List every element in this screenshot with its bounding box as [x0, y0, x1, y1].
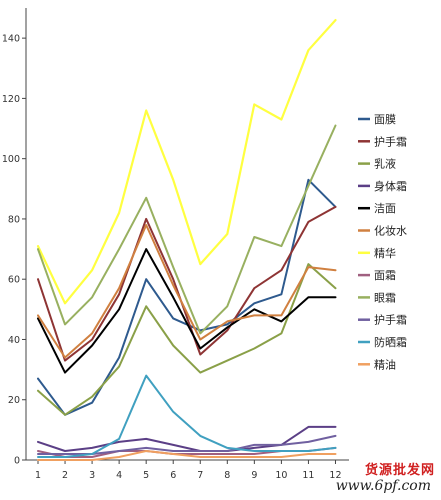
legend-label: 护手霜 — [374, 134, 407, 148]
x-tick-label: 11 — [302, 470, 314, 481]
y-tick-label: 60 — [8, 275, 20, 286]
series-line-2 — [37, 205, 337, 362]
watermark-url: www.6pf.com — [335, 478, 431, 494]
y-tick-label: 140 — [2, 34, 20, 45]
series-line-11 — [37, 374, 337, 458]
legend-label: 洁面 — [374, 202, 396, 215]
legend-label: 护手霜 — [374, 313, 407, 327]
y-tick-label: 40 — [8, 335, 20, 346]
watermark: 货源批发网 www.6pf.com — [335, 463, 439, 498]
x-tick-label: 7 — [197, 470, 203, 481]
series-line-4 — [37, 425, 337, 452]
chart-series — [36, 19, 337, 461]
y-tick-label: 20 — [8, 395, 20, 406]
legend-label: 化妆水 — [374, 224, 407, 238]
y-tick-label: 0 — [14, 456, 20, 467]
legend-label: 身体霜 — [374, 179, 407, 193]
x-tick-label: 8 — [224, 470, 230, 481]
legend-label: 眼霜 — [374, 291, 396, 304]
x-tick-label: 3 — [89, 470, 95, 481]
x-tick-label: 6 — [170, 470, 176, 481]
legend-label: 面霜 — [374, 269, 396, 282]
legend-label: 面膜 — [374, 113, 396, 126]
y-tick-label: 100 — [2, 154, 20, 165]
y-tick-label: 120 — [2, 94, 20, 105]
legend-label: 乳液 — [374, 157, 396, 171]
x-axis-ticks: 1 2 3 4 5 6 7 8 9 10 11 12 — [35, 460, 342, 481]
series-line-12 — [37, 450, 337, 461]
x-tick-label: 1 — [35, 470, 41, 481]
series-line-5 — [37, 248, 337, 374]
series-line-9 — [37, 124, 337, 335]
y-tick-label: 80 — [8, 214, 20, 225]
x-tick-label: 12 — [329, 470, 341, 481]
series-line-6 — [37, 224, 337, 359]
x-tick-label: 2 — [62, 470, 68, 481]
x-tick-label: 9 — [251, 470, 257, 481]
legend-label: 精油 — [374, 357, 396, 371]
series-line-3 — [37, 263, 337, 416]
series-line-7 — [36, 19, 337, 305]
watermark-site-name: 货源批发网 — [364, 463, 435, 478]
x-tick-label: 10 — [275, 470, 287, 481]
legend-label: 防晒霜 — [374, 335, 407, 349]
x-tick-label: 4 — [116, 470, 122, 481]
legend-label: 精华 — [374, 246, 396, 260]
x-tick-label: 5 — [143, 470, 149, 481]
y-axis-ticks: 0 20 40 60 80 100 120 140 — [2, 34, 26, 467]
